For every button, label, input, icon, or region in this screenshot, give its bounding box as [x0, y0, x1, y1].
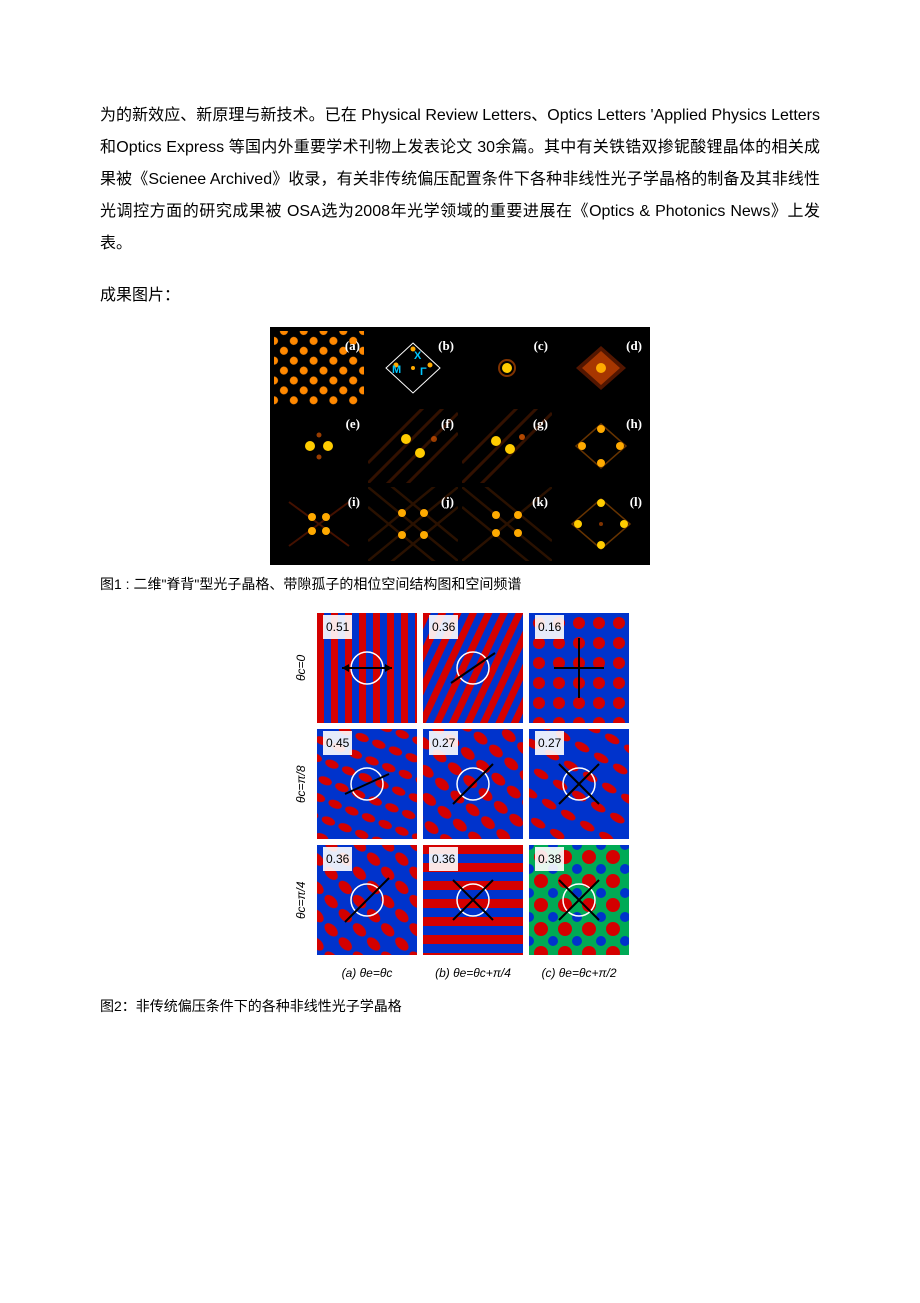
fig2-val-1-0: 0.45 — [323, 731, 352, 755]
fig1-panel-h: (h) — [556, 409, 646, 483]
figure-1: (a) (b) X M Γ — [100, 327, 820, 595]
fig1-panel-b: (b) X M Γ — [368, 331, 458, 405]
fig2-rowlabel-1: θc=π/8 — [291, 729, 311, 839]
fig2-val-0-2: 0.16 — [535, 615, 564, 639]
fig2-cell-1-2: 0.27 — [529, 729, 629, 839]
fig1-label-b: (b) — [438, 333, 454, 359]
fig2-cell-0-1: 0.36 — [423, 613, 523, 723]
fig2-val-0-0: 0.51 — [323, 615, 352, 639]
fig1-panel-e: (e) — [274, 409, 364, 483]
fig2-cell-2-0: 0.36 — [317, 845, 417, 955]
fig2-rowlabel-2: θc=π/4 — [291, 845, 311, 955]
fig2-collabel-0: (a) θe=θc — [317, 961, 417, 979]
fig1-label-g: (g) — [533, 411, 548, 437]
fig1-label-a: (a) — [345, 333, 360, 359]
fig2-cell-0-2: 0.16 — [529, 613, 629, 723]
fig1-panel-l: (l) — [556, 487, 646, 561]
fig2-val-2-2: 0.38 — [535, 847, 564, 871]
fig1-panel-i: (i) — [274, 487, 364, 561]
fig1-panel-c: (c) — [462, 331, 552, 405]
fig2-cell-2-1: 0.36 — [423, 845, 523, 955]
fig1-label-h: (h) — [626, 411, 642, 437]
fig1-label-i: (i) — [348, 489, 360, 515]
fig2-cell-0-0: 0.51 — [317, 613, 417, 723]
fig2-collabel-2: (c) θe=θc+π/2 — [529, 961, 629, 979]
fig2-val-0-1: 0.36 — [429, 615, 458, 639]
fig1-panel-a: (a) — [274, 331, 364, 405]
body-paragraph: 为的新效应、新原理与新技术。已在 Physical Review Letters… — [100, 100, 820, 260]
fig2-val-1-1: 0.27 — [429, 731, 458, 755]
bz-m-label: M — [392, 359, 401, 381]
fig1-panel-f: (f) — [368, 409, 458, 483]
fig1-label-e: (e) — [346, 411, 360, 437]
fig1-panel-g: (g) — [462, 409, 552, 483]
fig1-panel-j: (j) — [368, 487, 458, 561]
fig1-label-f: (f) — [441, 411, 454, 437]
fig2-val-1-2: 0.27 — [535, 731, 564, 755]
fig2-cell-1-0: 0.45 — [317, 729, 417, 839]
fig2-val-2-1: 0.36 — [429, 847, 458, 871]
fig2-cell-2-2: 0.38 — [529, 845, 629, 955]
fig2-val-2-0: 0.36 — [323, 847, 352, 871]
section-label: 成果图片： — [100, 280, 820, 312]
fig2-cell-1-1: 0.27 — [423, 729, 523, 839]
fig1-label-l: (l) — [630, 489, 642, 515]
figure-1-caption: 图1 : 二维"脊背"型光子晶格、带隙孤子的相位空间结构图和空间频谱 — [100, 573, 521, 595]
figure-2-caption: 图2：非传统偏压条件下的各种非线性光子学晶格 — [100, 995, 402, 1017]
fig1-label-k: (k) — [532, 489, 548, 515]
figure-1-grid: (a) (b) X M Γ — [270, 327, 650, 565]
bz-gamma-label: Γ — [420, 361, 427, 383]
fig1-label-c: (c) — [534, 333, 548, 359]
fig1-label-j: (j) — [441, 489, 454, 515]
fig2-collabel-1: (b) θe=θc+π/4 — [423, 961, 523, 979]
figure-2-grid: θc=0 0.51 0.36 — [283, 605, 637, 987]
fig2-rowlabel-0: θc=0 — [291, 613, 311, 723]
fig1-label-d: (d) — [626, 333, 642, 359]
figure-2: θc=0 0.51 0.36 — [100, 605, 820, 1017]
fig1-panel-k: (k) — [462, 487, 552, 561]
fig1-panel-d: (d) — [556, 331, 646, 405]
